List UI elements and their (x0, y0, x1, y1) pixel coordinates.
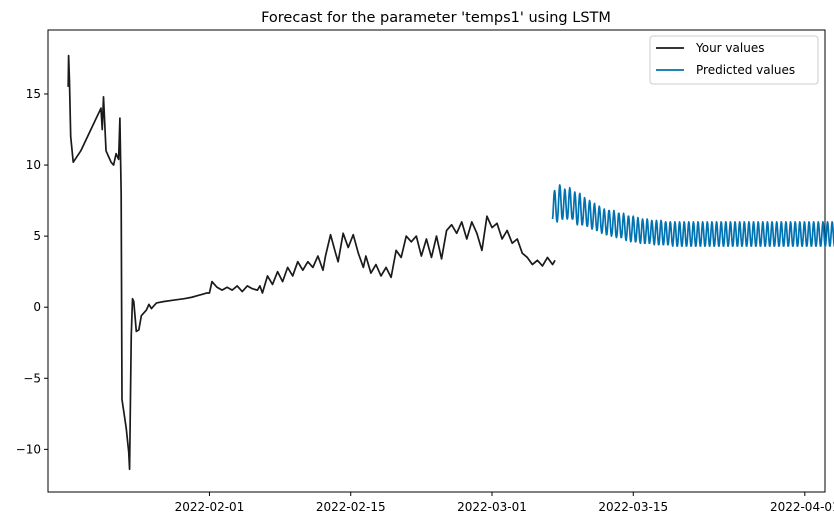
y-axis: −10 −5 0 5 10 15 (16, 87, 48, 456)
x-tick-label: 2022-03-01 (457, 500, 527, 514)
y-tick-label: 5 (33, 229, 41, 243)
y-tick-label: 10 (26, 158, 41, 172)
x-axis: 2022-02-01 2022-02-15 2022-03-01 2022-03-15… (175, 492, 834, 514)
series-line-your-values (67, 54, 556, 471)
y-tick-label: 15 (26, 87, 41, 101)
chart-title: Forecast for the parameter 'temps1' usin… (261, 10, 611, 26)
x-tick-label: 2022-02-15 (316, 500, 386, 514)
x-tick-label: 2022-03-15 (598, 500, 668, 514)
y-tick-label: 0 (33, 300, 41, 314)
x-tick-label: 2022-02-01 (175, 500, 245, 514)
legend-label-predicted-values: Predicted values (696, 63, 795, 77)
x-tick-label: 2022-04-01 (770, 500, 834, 514)
plot-area-frame (47, 29, 826, 493)
legend: Your values Predicted values (649, 35, 819, 85)
y-tick-label: −10 (16, 442, 41, 456)
y-tick-label: −5 (23, 371, 41, 385)
legend-label-your-values: Your values (695, 41, 764, 55)
legend-box (649, 35, 819, 85)
series-line-predicted-values (551, 184, 834, 247)
series-layer (67, 54, 834, 471)
